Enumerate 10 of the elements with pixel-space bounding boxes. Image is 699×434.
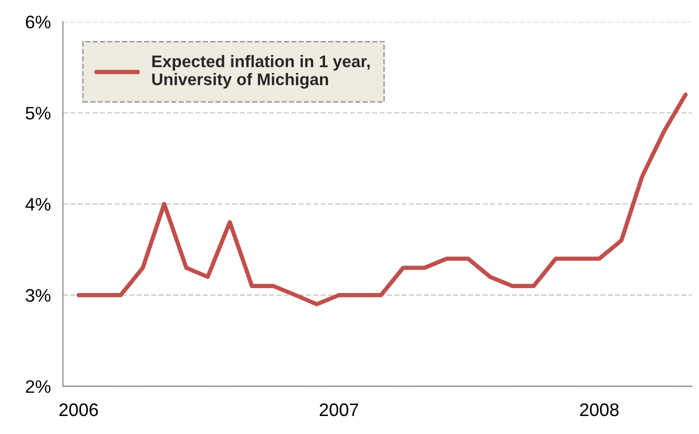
y-tick-label: 4%	[25, 198, 50, 211]
y-tick-label: 2%	[26, 380, 50, 393]
legend-label: Expected inflation in 1 year, University of Michigan	[152, 55, 370, 89]
line-series	[76, 92, 688, 306]
y-tick-label: 5%	[26, 106, 50, 120]
x-tick-label: 2006	[59, 403, 98, 416]
x-tick-label: 2008	[580, 403, 619, 416]
y-tick-label: 3%	[26, 289, 50, 302]
y-tick-label: 6%	[26, 16, 50, 28]
x-tick-label: 2007	[320, 403, 358, 416]
